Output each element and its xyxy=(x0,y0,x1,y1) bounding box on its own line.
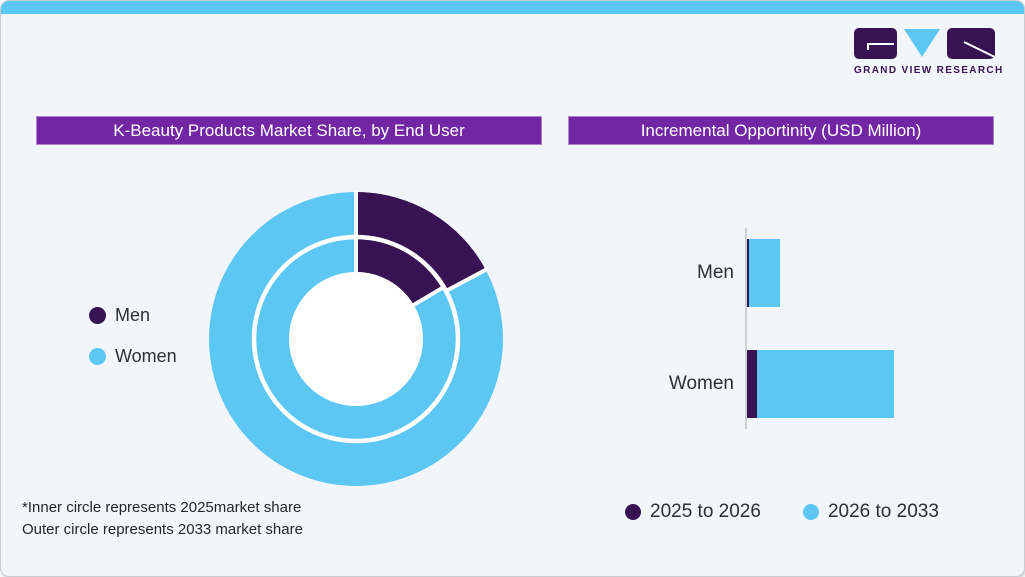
women-legend-label: Women xyxy=(115,346,177,366)
men-legend-label: Men xyxy=(115,305,151,325)
donut-panel-title: K-Beauty Products Market Share, by End U… xyxy=(36,116,542,145)
legend-item-men: Men xyxy=(89,305,177,326)
bar-row-men xyxy=(747,239,780,307)
legend-item-2025-2026: 2025 to 2026 xyxy=(625,501,761,523)
brand-name: GRAND VIEW RESEARCH xyxy=(854,65,1004,76)
bar-segment-men-2026-2033 xyxy=(749,239,780,307)
bar-segment-men-2025-2026 xyxy=(747,239,749,307)
women-legend-dot xyxy=(89,348,106,365)
footnote-line-2: Outer circle represents 2033 market shar… xyxy=(22,521,303,538)
donut-legend: Men Women xyxy=(89,305,177,387)
bar-legend: 2025 to 2026 2026 to 2033 xyxy=(625,501,981,523)
bar-panel-title: Incremental Opportinity (USD Million) xyxy=(568,116,994,145)
brand-logo: GRAND VIEW RESEARCH xyxy=(854,28,1004,76)
logo-r-icon xyxy=(947,28,995,59)
period1-legend-label: 2025 to 2026 xyxy=(650,501,761,522)
bar-segment-women-2025-2026 xyxy=(747,350,757,418)
footnote-line-1: *Inner circle represents 2025market shar… xyxy=(22,499,302,516)
period2-legend-label: 2026 to 2033 xyxy=(827,501,939,522)
bar-label-men: Men xyxy=(697,262,734,283)
bar-label-women: Women xyxy=(668,373,734,394)
legend-item-2026-2033: 2026 to 2033 xyxy=(802,501,939,523)
bar-row-women xyxy=(747,350,894,418)
bar-axis-line xyxy=(745,228,747,429)
period1-legend-dot xyxy=(625,504,641,520)
logo-mark xyxy=(854,28,1004,59)
donut-chart xyxy=(209,191,504,486)
bar-segment-women-2026-2033 xyxy=(757,350,894,418)
footnote: *Inner circle represents 2025market shar… xyxy=(22,497,303,541)
top-accent-bar xyxy=(1,1,1024,14)
logo-g-icon xyxy=(854,28,897,59)
legend-item-women: Women xyxy=(89,346,177,367)
men-legend-dot xyxy=(89,307,106,324)
period2-legend-dot xyxy=(802,504,819,520)
